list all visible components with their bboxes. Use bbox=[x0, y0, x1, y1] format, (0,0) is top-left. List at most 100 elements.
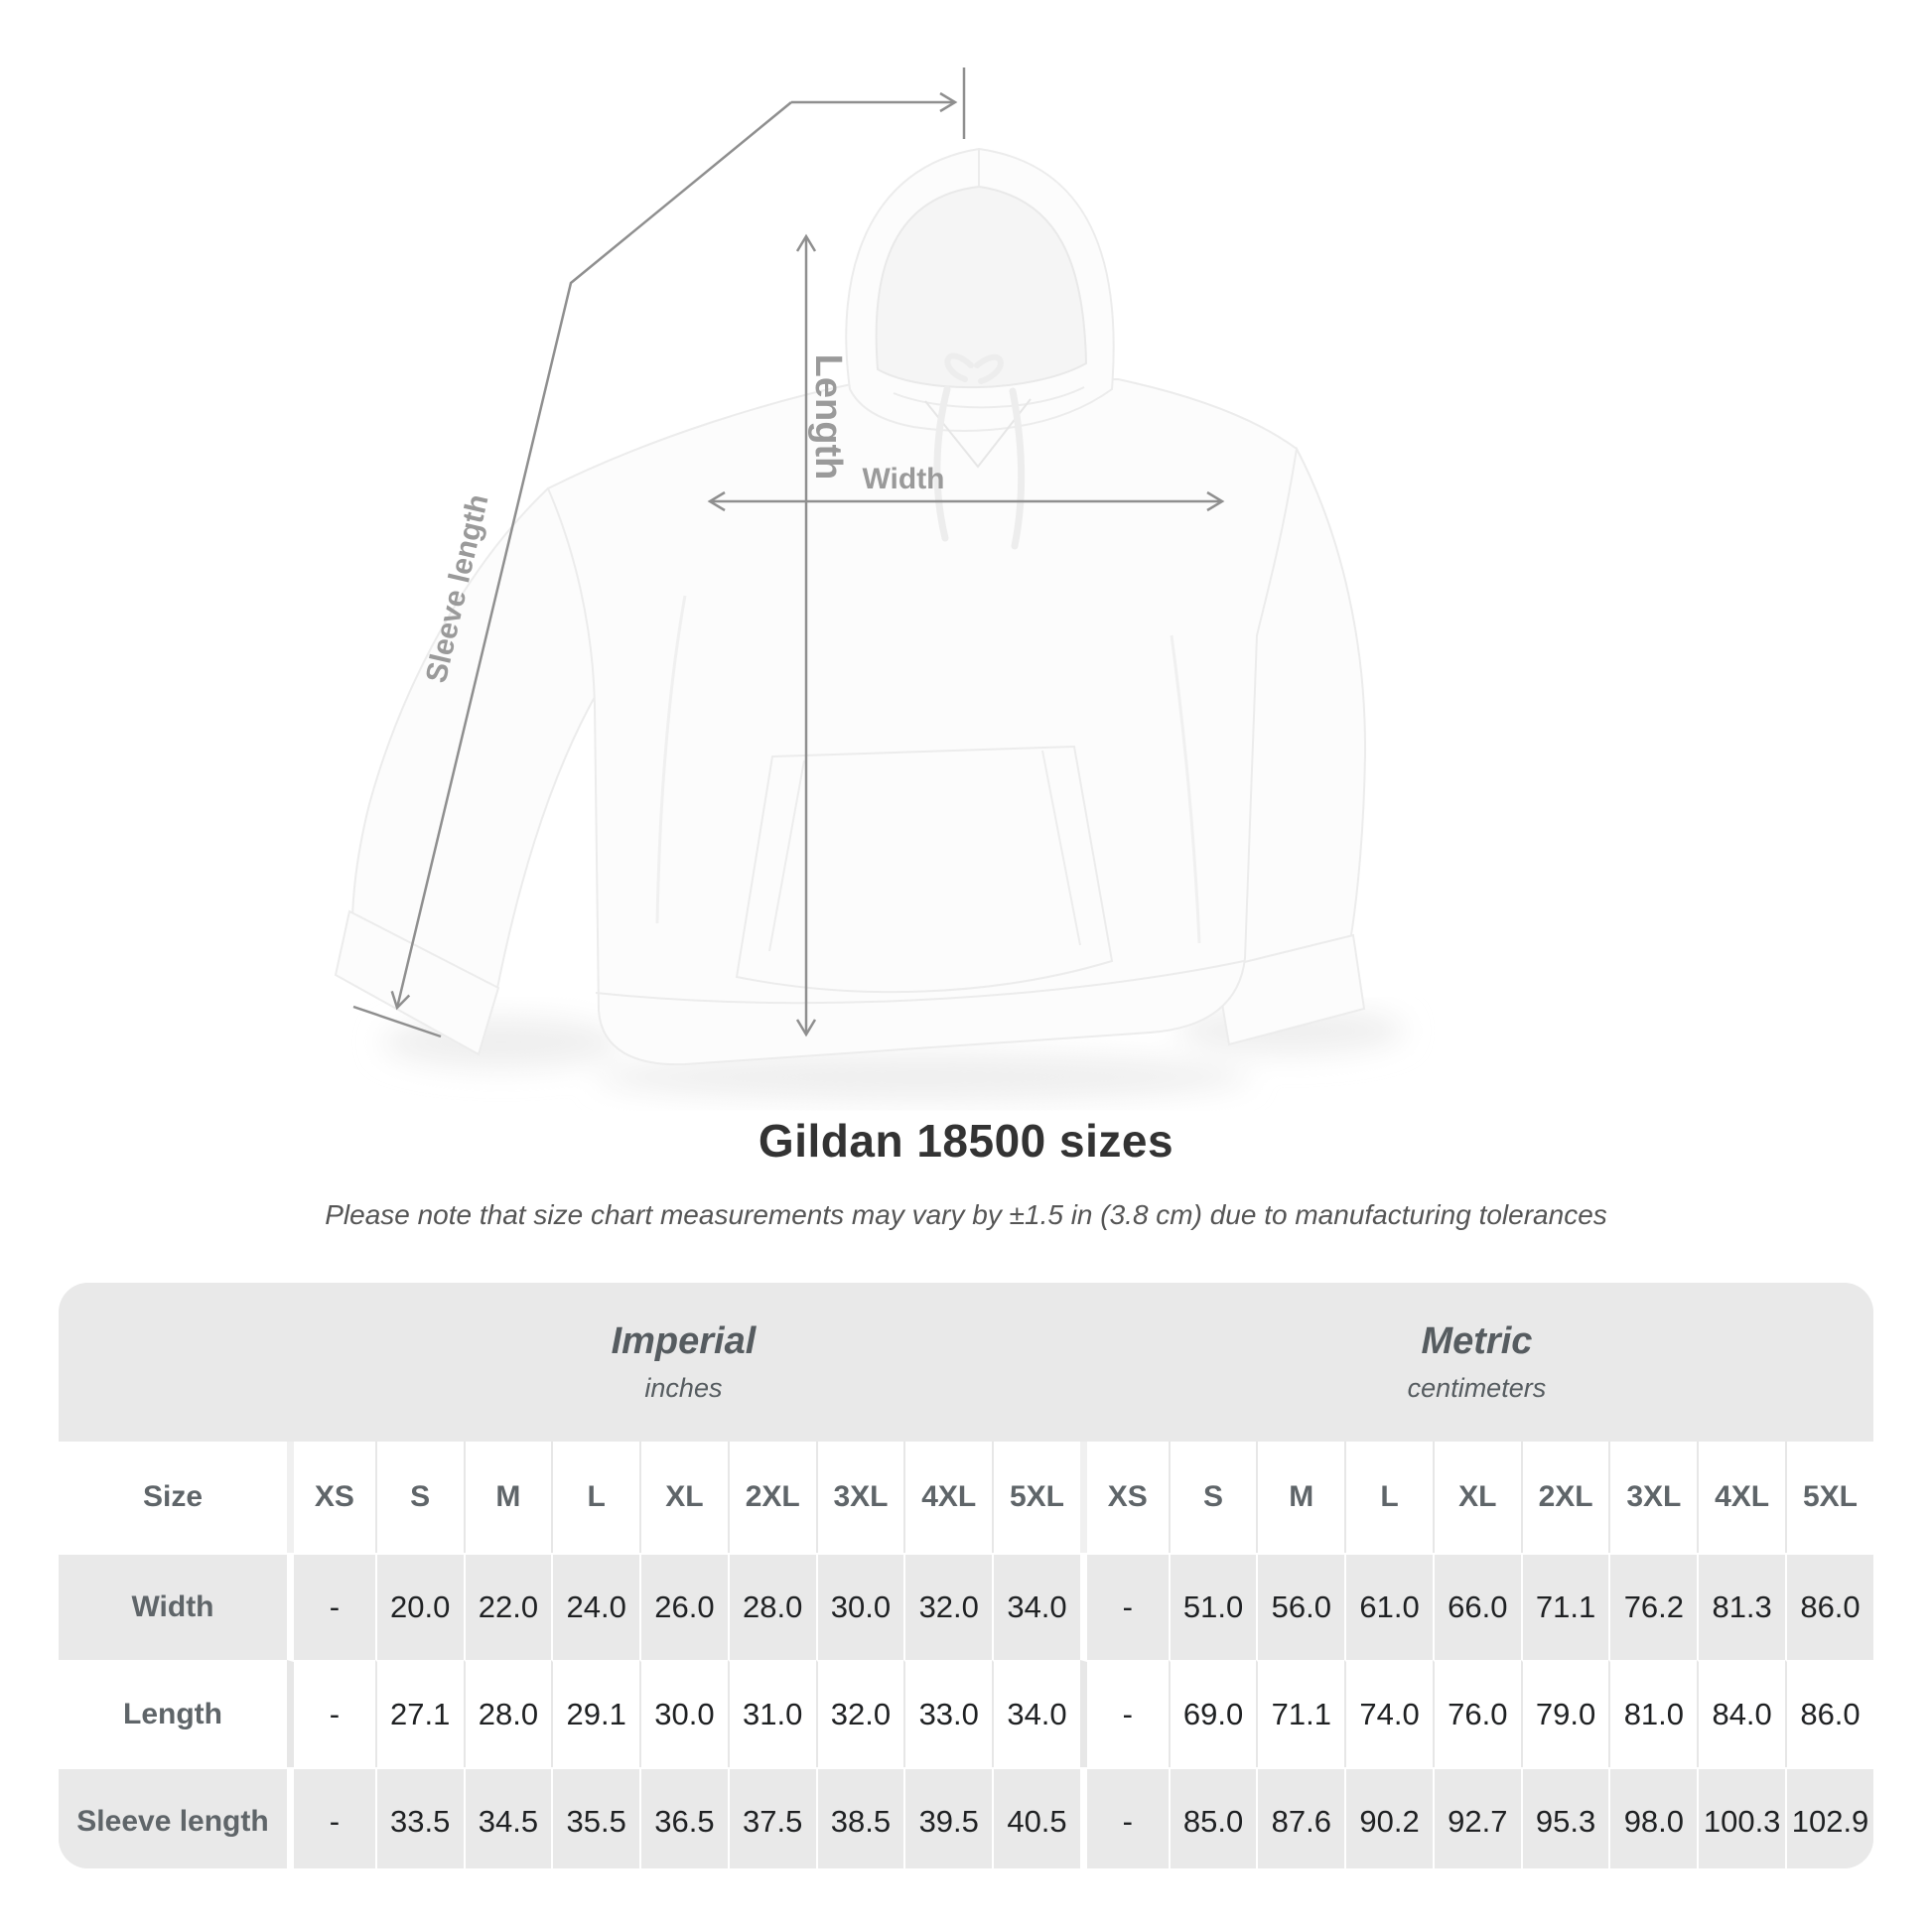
value-cell: 79.0 bbox=[1520, 1660, 1609, 1767]
value-cell: 24.0 bbox=[551, 1553, 640, 1660]
sleeve-measure-bottom-tick bbox=[352, 1005, 442, 1038]
value-cell: 32.0 bbox=[903, 1553, 993, 1660]
value-cell: 33.0 bbox=[903, 1660, 993, 1767]
value-cell: 61.0 bbox=[1344, 1553, 1433, 1660]
value-cell: 38.5 bbox=[815, 1767, 904, 1868]
value-cell: 30.0 bbox=[815, 1553, 904, 1660]
row-label: Length bbox=[59, 1660, 287, 1767]
value-cell: 86.0 bbox=[1785, 1660, 1873, 1767]
value-cell: 90.2 bbox=[1344, 1767, 1433, 1868]
value-cell: 87.6 bbox=[1256, 1767, 1345, 1868]
size-header-cell: XL bbox=[639, 1442, 728, 1553]
value-cell: 56.0 bbox=[1256, 1553, 1345, 1660]
value-cell: 29.1 bbox=[551, 1660, 640, 1767]
left-cuff bbox=[334, 909, 500, 1056]
width-measure-label: Width bbox=[862, 463, 944, 495]
value-cell: 32.0 bbox=[815, 1660, 904, 1767]
value-cell: 66.0 bbox=[1432, 1553, 1521, 1660]
size-table-card: Imperial inches Metric centimeters Size … bbox=[59, 1283, 1873, 1868]
sleeve-length-row: Sleeve length - 33.5 34.5 35.5 36.5 37.5… bbox=[59, 1767, 1873, 1868]
size-header-row: Size XS S M L XL 2XL 3XL 4XL 5XL XS S M … bbox=[59, 1442, 1873, 1553]
hoodie-measurement-diagram: Length Width Sleeve length bbox=[334, 68, 1405, 1101]
row-label: Width bbox=[59, 1553, 287, 1660]
value-cell: 34.0 bbox=[992, 1660, 1080, 1767]
value-cell: - bbox=[1079, 1767, 1169, 1868]
page-title: Gildan 18500 sizes bbox=[758, 1115, 1174, 1167]
value-cell: 39.5 bbox=[903, 1767, 993, 1868]
value-cell: 98.0 bbox=[1608, 1767, 1698, 1868]
size-header-cell: 2XL bbox=[1520, 1442, 1609, 1553]
size-header-cell: M bbox=[463, 1442, 552, 1553]
value-cell: 27.1 bbox=[374, 1660, 464, 1767]
value-cell: 100.3 bbox=[1697, 1767, 1786, 1868]
value-cell: 69.0 bbox=[1168, 1660, 1257, 1767]
size-header-cell: XS bbox=[287, 1442, 375, 1553]
size-header-cell: XL bbox=[1432, 1442, 1521, 1553]
value-cell: 22.0 bbox=[463, 1553, 552, 1660]
size-header-cell: 4XL bbox=[1697, 1442, 1786, 1553]
value-cell: 95.3 bbox=[1520, 1767, 1609, 1868]
kangaroo-pocket bbox=[735, 745, 1114, 994]
size-header-cell: 2XL bbox=[727, 1442, 816, 1553]
value-cell: 84.0 bbox=[1697, 1660, 1786, 1767]
value-cell: - bbox=[287, 1553, 375, 1660]
value-cell: 34.0 bbox=[992, 1553, 1080, 1660]
size-header-cell: S bbox=[1168, 1442, 1257, 1553]
size-header-cell: 5XL bbox=[1785, 1442, 1873, 1553]
length-row: Length - 27.1 28.0 29.1 30.0 31.0 32.0 3… bbox=[59, 1660, 1873, 1767]
size-header-cell: S bbox=[374, 1442, 464, 1553]
length-measure-label: Length bbox=[807, 354, 849, 481]
size-header-cell: L bbox=[551, 1442, 640, 1553]
value-cell: - bbox=[287, 1660, 375, 1767]
tolerance-note: Please note that size chart measurements… bbox=[325, 1199, 1607, 1230]
size-header-cell: 4XL bbox=[903, 1442, 993, 1553]
size-column-header: Size bbox=[59, 1442, 287, 1553]
value-cell: 35.5 bbox=[551, 1767, 640, 1868]
value-cell: 76.0 bbox=[1432, 1660, 1521, 1767]
value-cell: 28.0 bbox=[463, 1660, 552, 1767]
size-header-cell: 3XL bbox=[815, 1442, 904, 1553]
metric-group-label: Metric bbox=[1421, 1320, 1533, 1362]
table-corner-cell bbox=[59, 1283, 287, 1442]
imperial-group-label: Imperial bbox=[611, 1320, 757, 1362]
value-cell: 36.5 bbox=[639, 1767, 728, 1868]
value-cell: - bbox=[1079, 1553, 1169, 1660]
value-cell: 31.0 bbox=[727, 1660, 816, 1767]
value-cell: 71.1 bbox=[1256, 1660, 1345, 1767]
value-cell: - bbox=[287, 1767, 375, 1868]
value-cell: - bbox=[1079, 1660, 1169, 1767]
width-row: Width - 20.0 22.0 24.0 26.0 28.0 30.0 32… bbox=[59, 1553, 1873, 1660]
metric-group-cell: Metric centimeters bbox=[1079, 1283, 1873, 1442]
drawstrings bbox=[933, 352, 1026, 550]
size-header-cell: 3XL bbox=[1608, 1442, 1698, 1553]
size-header-cell: L bbox=[1344, 1442, 1433, 1553]
size-header-cell: XS bbox=[1079, 1442, 1169, 1553]
value-cell: 76.2 bbox=[1608, 1553, 1698, 1660]
value-cell: 85.0 bbox=[1168, 1767, 1257, 1868]
imperial-group-unit: inches bbox=[644, 1373, 723, 1403]
value-cell: 20.0 bbox=[374, 1553, 464, 1660]
row-label: Sleeve length bbox=[59, 1767, 287, 1868]
value-cell: 33.5 bbox=[374, 1767, 464, 1868]
value-cell: 51.0 bbox=[1168, 1553, 1257, 1660]
value-cell: 26.0 bbox=[639, 1553, 728, 1660]
sleeve-length-measure-line bbox=[352, 68, 966, 1038]
imperial-group-cell: Imperial inches bbox=[287, 1283, 1080, 1442]
value-cell: 92.7 bbox=[1432, 1767, 1521, 1868]
size-chart-table: Imperial inches Metric centimeters Size … bbox=[59, 1283, 1873, 1868]
value-cell: 37.5 bbox=[727, 1767, 816, 1868]
value-cell: 86.0 bbox=[1785, 1553, 1873, 1660]
value-cell: 74.0 bbox=[1344, 1660, 1433, 1767]
value-cell: 34.5 bbox=[463, 1767, 552, 1868]
value-cell: 40.5 bbox=[992, 1767, 1080, 1868]
size-header-cell: M bbox=[1256, 1442, 1345, 1553]
right-cuff bbox=[1214, 933, 1366, 1046]
value-cell: 28.0 bbox=[727, 1553, 816, 1660]
value-cell: 71.1 bbox=[1520, 1553, 1609, 1660]
value-cell: 81.0 bbox=[1608, 1660, 1698, 1767]
unit-group-row: Imperial inches Metric centimeters bbox=[59, 1283, 1873, 1442]
metric-group-unit: centimeters bbox=[1407, 1373, 1547, 1403]
hoodie-image bbox=[334, 147, 1367, 1066]
size-header-cell: 5XL bbox=[992, 1442, 1080, 1553]
